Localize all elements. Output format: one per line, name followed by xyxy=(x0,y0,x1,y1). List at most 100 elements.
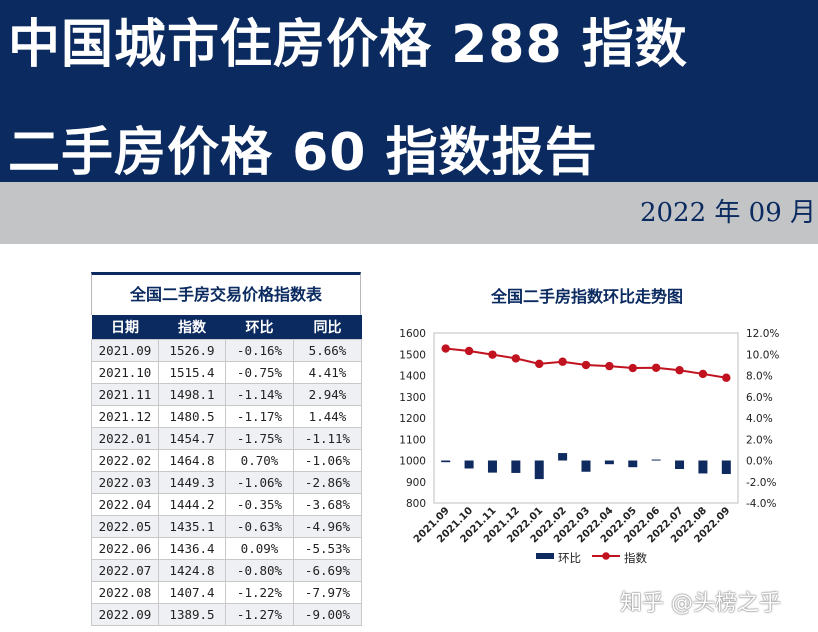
cell-date: 2022.04 xyxy=(91,493,159,516)
table-row: 2022.04 1444.2 -0.35% -3.68% xyxy=(91,493,362,516)
cell-mom: 0.70% xyxy=(225,449,294,472)
cell-mom: -1.14% xyxy=(225,383,294,406)
cell-index: 1464.8 xyxy=(158,449,226,472)
index-point xyxy=(535,359,544,369)
column-header-yoy: 同比 xyxy=(293,315,362,340)
cell-index: 1435.1 xyxy=(158,515,226,538)
cell-mom: -0.80% xyxy=(225,559,294,582)
cell-yoy: 4.41% xyxy=(293,361,362,384)
cell-date: 2021.10 xyxy=(91,361,159,384)
table-row: 2022.08 1407.4 -1.22% -7.97% xyxy=(91,581,362,604)
table-row: 2022.02 1464.8 0.70% -1.06% xyxy=(91,449,362,472)
cell-index: 1444.2 xyxy=(158,493,226,516)
bar-mom xyxy=(604,460,614,465)
bar-mom xyxy=(487,460,497,473)
cell-yoy: -9.00% xyxy=(293,603,362,626)
cell-index: 1480.5 xyxy=(158,405,226,428)
left-tick-label: 900 xyxy=(406,477,426,489)
cell-yoy: 2.94% xyxy=(293,383,362,406)
trend-chart: 800 900 1000 1100 1200 1300 1400 1500 1600 -4.0% -… xyxy=(399,328,779,565)
right-tick-label: 0.0% xyxy=(746,456,773,468)
index-point xyxy=(675,366,684,375)
right-tick-label: -4.0% xyxy=(746,498,776,510)
table-row: 2021.09 1526.9 -0.16% 5.66% xyxy=(91,339,362,362)
cell-yoy: -7.97% xyxy=(293,581,362,604)
cell-mom: -1.06% xyxy=(225,471,294,494)
cell-index: 1515.4 xyxy=(158,361,226,384)
table-row: 2022.03 1449.3 -1.06% -2.86% xyxy=(91,471,362,494)
left-tick-label: 1500 xyxy=(399,349,426,361)
right-tick-label: 4.0% xyxy=(746,413,773,425)
left-tick-label: 1300 xyxy=(399,392,426,404)
bar-mom xyxy=(511,460,521,473)
table-header-row: 日期 指数 环比 同比 xyxy=(91,315,362,340)
index-point xyxy=(464,346,474,356)
bar-mom xyxy=(534,460,544,480)
cell-date: 2022.02 xyxy=(91,449,159,472)
cell-mom: -1.22% xyxy=(225,581,294,604)
cell-date: 2022.06 xyxy=(91,537,159,560)
cell-yoy: -1.11% xyxy=(293,427,362,450)
left-tick-label: 1600 xyxy=(399,328,426,340)
legend-label-mom: 环比 xyxy=(558,551,581,565)
cell-mom: -1.27% xyxy=(225,603,294,626)
column-header-mom: 环比 xyxy=(225,315,294,340)
index-point xyxy=(511,354,521,363)
cell-date: 2021.11 xyxy=(91,383,159,406)
bar-mom xyxy=(558,453,568,461)
table-title: 全国二手房交易价格指数表 xyxy=(91,272,361,315)
table-row: 2022.06 1436.4 0.09% -5.53% xyxy=(91,537,362,560)
cell-index: 1407.4 xyxy=(158,581,226,604)
cell-index: 1389.5 xyxy=(158,603,226,626)
cell-yoy: 5.66% xyxy=(293,339,362,362)
cell-date: 2022.01 xyxy=(91,427,159,450)
bar-mom xyxy=(675,460,685,469)
cell-index: 1449.3 xyxy=(158,471,226,494)
cell-index: 1424.8 xyxy=(158,559,226,582)
index-point xyxy=(558,357,567,366)
cell-index: 1526.9 xyxy=(158,339,226,362)
bar-mom xyxy=(441,460,451,463)
right-tick-label: -2.0% xyxy=(746,477,776,489)
bar-mom xyxy=(721,460,731,474)
index-point xyxy=(722,373,731,382)
cell-index: 1436.4 xyxy=(158,537,226,560)
bar-mom xyxy=(628,460,638,468)
right-tick-label: 12.0% xyxy=(746,328,779,340)
bar-mom xyxy=(581,460,591,472)
column-header-index: 指数 xyxy=(158,315,226,340)
column-header-date: 日期 xyxy=(91,315,159,340)
index-point xyxy=(488,350,497,359)
cell-mom: -1.17% xyxy=(225,405,294,428)
header-banner: 中国城市住房价格 288 指数 二手房价格 60 指数报告 xyxy=(0,0,818,183)
cell-yoy: -4.96% xyxy=(293,515,362,538)
cell-mom: -0.35% xyxy=(225,493,294,516)
bar-mom xyxy=(464,460,474,469)
report-date: 2022 年 09 月 xyxy=(639,198,816,228)
cell-mom: -1.75% xyxy=(225,427,294,450)
right-tick-label: 6.0% xyxy=(746,392,773,404)
chart-title: 全国二手房指数环比走势图 xyxy=(490,287,683,306)
table-row: 2021.12 1480.5 -1.17% 1.44% xyxy=(91,405,362,428)
cell-date: 2022.09 xyxy=(91,603,159,626)
plot-area xyxy=(433,332,739,504)
table-row: 2022.09 1389.5 -1.27% -9.00% xyxy=(91,603,362,626)
right-tick-label: 10.0% xyxy=(746,349,779,361)
table-row: 2022.07 1424.8 -0.80% -6.69% xyxy=(91,559,362,582)
cell-index: 1454.7 xyxy=(158,427,226,450)
bar-mom xyxy=(651,459,661,461)
cell-mom: -0.16% xyxy=(225,339,294,362)
cell-date: 2022.08 xyxy=(91,581,159,604)
date-band xyxy=(0,182,818,244)
cell-mom: 0.09% xyxy=(225,537,294,560)
index-point xyxy=(628,363,637,373)
cell-yoy: -5.53% xyxy=(293,537,362,560)
table-row: 2022.01 1454.7 -1.75% -1.11% xyxy=(91,427,362,450)
report-title-line2: 二手房价格 60 指数报告 xyxy=(8,123,598,183)
table-row: 2022.05 1435.1 -0.63% -4.96% xyxy=(91,515,362,538)
watermark: 知乎 @头榜之乎 xyxy=(620,591,781,616)
cell-mom: -0.63% xyxy=(225,515,294,538)
cell-index: 1498.1 xyxy=(158,383,226,406)
cell-yoy: -2.86% xyxy=(293,471,362,494)
left-tick-label: 1200 xyxy=(399,413,426,425)
